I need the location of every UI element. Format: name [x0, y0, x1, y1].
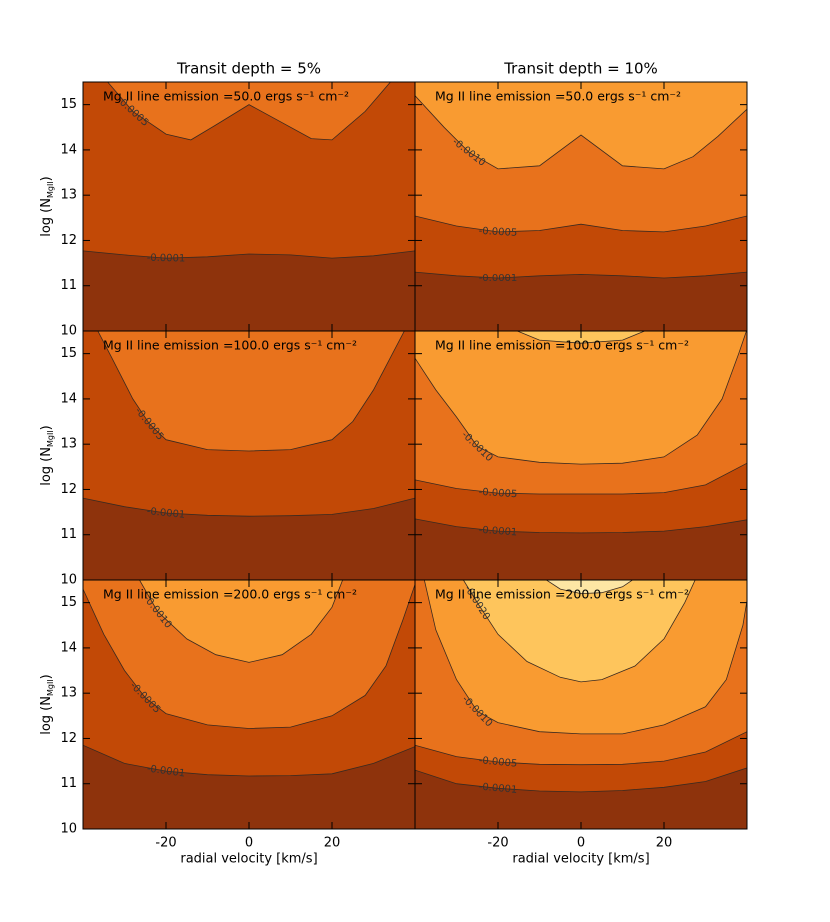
contour-region — [463, 580, 696, 682]
contour-line — [83, 497, 415, 517]
contour-label: -0.0005 — [478, 487, 517, 500]
contour-line — [415, 518, 747, 534]
y-label-text: log (N — [39, 696, 54, 735]
y-label-close: ) — [39, 176, 54, 181]
contour-line — [97, 331, 405, 452]
y-tick-label: 13 — [60, 686, 77, 701]
contour-line — [415, 462, 747, 495]
contour-region — [107, 82, 391, 140]
plot-area: -0.0001-0.0005 — [83, 82, 415, 331]
x-tick-label: 0 — [577, 836, 585, 851]
y-axis-label: log (NMgII) — [39, 176, 55, 237]
y-label-text: log (N — [39, 447, 54, 486]
y-tick-label: 11 — [60, 776, 77, 791]
y-tick-label: 15 — [60, 346, 77, 361]
contour-line — [415, 95, 747, 170]
contour-region — [415, 82, 747, 169]
contour-line — [83, 584, 415, 729]
annotation: Mg II line emission =200.0 ergs s⁻¹ cm⁻² — [435, 587, 689, 602]
y-label-sub: MgII — [46, 181, 55, 198]
y-label-sub: MgII — [46, 430, 55, 447]
contour-label: -0.0001 — [146, 506, 186, 521]
y-tick-label: 13 — [60, 188, 77, 203]
contour-label: -0.0005 — [478, 755, 517, 770]
contour-region — [97, 331, 405, 451]
contour-line — [516, 331, 646, 344]
y-tick-label: 14 — [60, 142, 77, 157]
y-tick-label: 12 — [60, 731, 77, 746]
contour-label: -0.0001 — [147, 253, 186, 265]
y-axis-label: log (NMgII) — [39, 674, 55, 735]
x-tick-label: 20 — [656, 836, 673, 851]
plot-area: -0.0001-0.0005-0.0010 — [83, 580, 415, 829]
y-tick-label: 10 — [60, 324, 77, 339]
contour-line — [545, 580, 634, 595]
contour-line — [139, 580, 344, 663]
contour-label: -0.0001 — [478, 782, 517, 796]
y-label-close: ) — [39, 425, 54, 430]
plot-area: -0.0001-0.0005-0.0010 — [415, 82, 747, 331]
contour-region — [415, 331, 747, 465]
y-tick-label: 15 — [60, 97, 77, 112]
contour-line — [415, 331, 747, 465]
annotation: Mg II line emission =100.0 ergs s⁻¹ cm⁻² — [103, 338, 357, 353]
annotation: Mg II line emission =50.0 ergs s⁻¹ cm⁻² — [435, 89, 681, 104]
contour-label: -0.0001 — [478, 525, 517, 539]
y-label-sub: MgII — [46, 679, 55, 696]
contour-line — [83, 744, 415, 777]
contour-line — [423, 580, 747, 735]
annotation: Mg II line emission =200.0 ergs s⁻¹ cm⁻² — [103, 587, 357, 602]
contour-line — [415, 731, 747, 766]
panel-title: Transit depth = 5% — [176, 60, 321, 78]
y-tick-label: 11 — [60, 278, 77, 293]
contour-label: -0.0001 — [146, 763, 186, 779]
y-tick-label: 14 — [60, 640, 77, 655]
x-axis-label: radial velocity [km/s] — [512, 852, 649, 867]
y-tick-label: 15 — [60, 595, 77, 610]
plot-area: -0.0001-0.0005 — [83, 331, 415, 580]
contour-line — [415, 767, 747, 793]
contour-line — [107, 82, 391, 141]
annotation: Mg II line emission =100.0 ergs s⁻¹ cm⁻² — [435, 338, 689, 353]
annotation: Mg II line emission =50.0 ergs s⁻¹ cm⁻² — [103, 89, 349, 104]
contour-label: -0.0001 — [479, 273, 518, 284]
y-tick-label: 13 — [60, 437, 77, 452]
x-tick-label: -20 — [487, 836, 508, 851]
contour-region — [139, 580, 343, 663]
x-tick-label: -20 — [155, 836, 176, 851]
contour-line — [415, 271, 747, 279]
contour-line — [462, 580, 696, 683]
plot-area: -0.0001-0.0005-0.0010-0.0020 — [415, 580, 747, 829]
y-tick-label: 12 — [60, 482, 77, 497]
x-tick-label: 20 — [324, 836, 341, 851]
y-tick-label: 10 — [60, 573, 77, 588]
x-axis-label: radial velocity [km/s] — [180, 852, 317, 867]
contour-line — [415, 215, 747, 233]
contour-region — [546, 580, 633, 594]
contour-line — [83, 250, 415, 259]
y-tick-label: 12 — [60, 233, 77, 248]
contour-label: -0.0005 — [478, 226, 517, 239]
y-label-close: ) — [39, 674, 54, 679]
plot-area: -0.0001-0.0005-0.0010 — [415, 331, 747, 580]
y-tick-label: 11 — [60, 527, 77, 542]
y-tick-label: 14 — [60, 391, 77, 406]
y-label-text: log (N — [39, 198, 54, 237]
x-tick-label: 0 — [245, 836, 253, 851]
y-axis-label: log (NMgII) — [39, 425, 55, 486]
panel-title: Transit depth = 10% — [503, 60, 658, 78]
y-tick-label: 10 — [60, 822, 77, 837]
